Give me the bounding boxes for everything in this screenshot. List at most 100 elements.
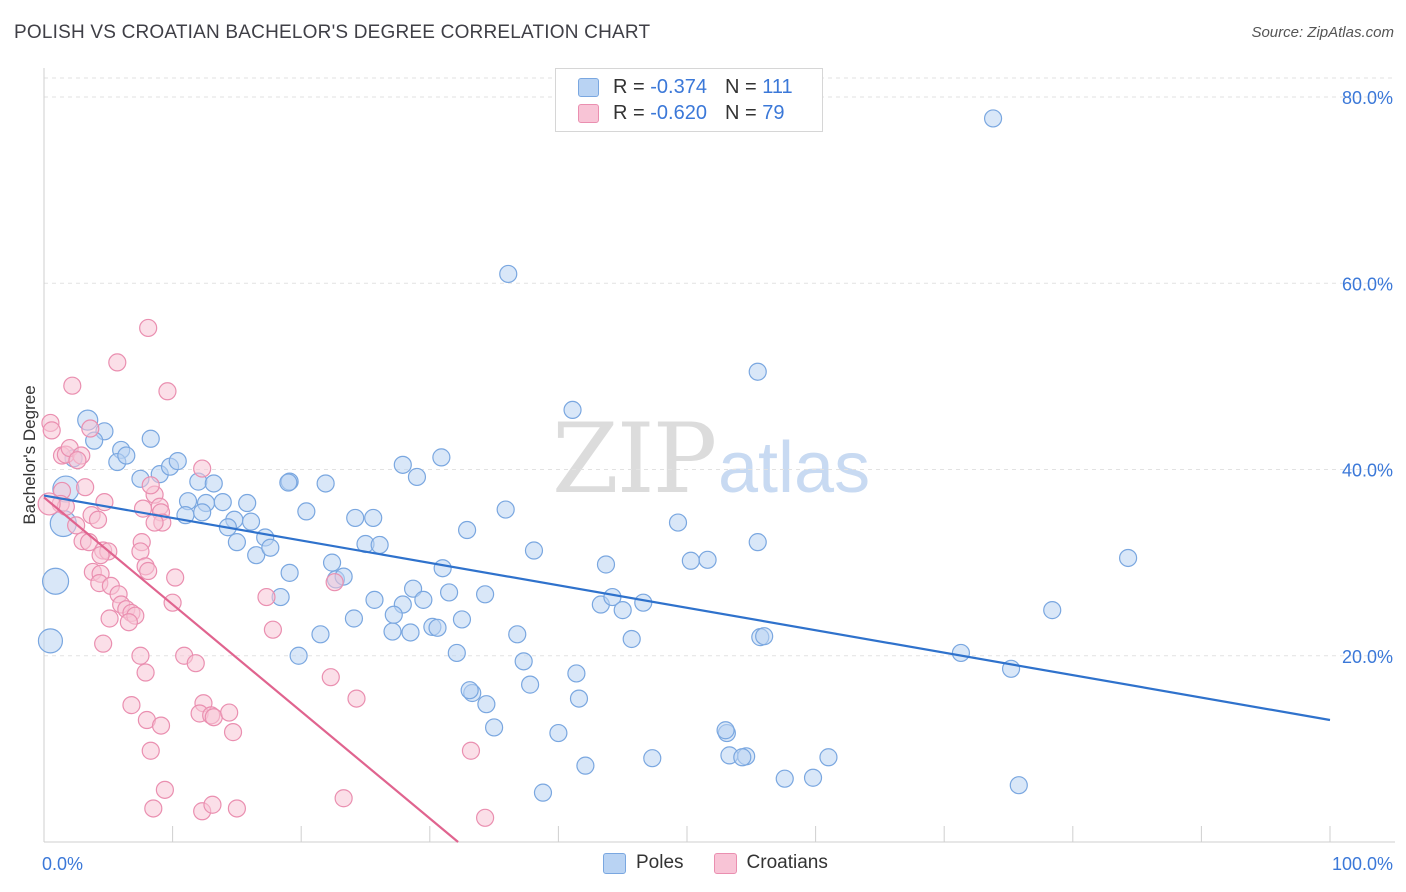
data-point-croatians (122, 696, 141, 715)
data-point-poles (247, 546, 266, 565)
data-point-croatians (193, 459, 212, 478)
data-point-poles (524, 541, 544, 560)
data-point-croatians (158, 382, 177, 401)
data-point-croatians (139, 318, 158, 338)
data-point-poles (37, 628, 64, 654)
data-point-poles (141, 429, 160, 448)
data-point-croatians (204, 708, 223, 727)
data-point-poles (1043, 601, 1062, 620)
chart-title: POLISH VS CROATIAN BACHELOR'S DEGREE COR… (14, 22, 651, 43)
data-point-croatians (155, 780, 174, 799)
data-point-poles (613, 601, 632, 620)
data-point-poles (748, 362, 767, 381)
data-point-poles (439, 583, 459, 602)
data-point-croatians (63, 376, 82, 395)
legend-swatch-poles (578, 77, 599, 97)
legend-n-label: N = (724, 101, 757, 124)
data-point-poles (733, 748, 752, 767)
legend-r-value: -0.620 (650, 101, 707, 124)
legend-row-poles: R = -0.374 N = 111 (578, 75, 793, 99)
data-point-poles (681, 551, 700, 570)
data-point-poles (289, 646, 308, 665)
data-point-poles (567, 664, 586, 683)
data-point-croatians (334, 789, 353, 808)
trend-line-poles (43, 494, 1331, 722)
data-point-croatians (141, 741, 160, 760)
data-point-poles (521, 675, 540, 694)
data-point-poles (279, 473, 298, 492)
legend-label-croatians: Croatians (746, 852, 828, 873)
data-point-poles (622, 629, 641, 649)
data-point-croatians (100, 609, 119, 628)
data-point-croatians (227, 799, 246, 818)
data-point-poles (238, 493, 257, 513)
data-point-poles (414, 590, 433, 609)
data-point-poles (261, 538, 280, 557)
data-point-croatians (347, 689, 366, 708)
data-point-poles (1118, 548, 1138, 568)
data-point-poles (485, 718, 504, 737)
data-point-poles (346, 508, 365, 528)
data-point-poles (514, 652, 533, 671)
legend-r-value: -0.374 (650, 75, 707, 98)
data-point-poles (227, 533, 246, 552)
data-point-croatians (94, 634, 113, 653)
data-point-poles (477, 695, 496, 714)
data-point-poles (401, 623, 420, 642)
y-tick-label: 60.0% (1342, 274, 1393, 294)
data-point-poles (447, 643, 466, 663)
data-point-poles (549, 723, 568, 743)
data-point-croatians (461, 741, 481, 760)
data-point-croatians (136, 663, 155, 682)
watermark-zip: ZIP (552, 403, 715, 515)
data-point-poles (983, 109, 1003, 128)
x-tick-label: 0.0% (42, 854, 83, 874)
data-point-poles (204, 474, 223, 493)
data-point-poles (365, 590, 384, 609)
data-point-poles (576, 756, 595, 775)
data-point-poles (716, 721, 735, 740)
y-axis-label: Bachelor's Degree (20, 385, 39, 525)
data-point-croatians (76, 478, 95, 497)
data-point-poles (755, 627, 774, 646)
data-point-poles (748, 533, 767, 552)
data-point-poles (403, 579, 423, 598)
data-point-poles (634, 593, 653, 612)
chart-source: Source: ZipAtlas.com (1251, 24, 1394, 41)
data-point-poles (803, 768, 823, 787)
data-point-poles (297, 502, 316, 521)
y-tick-label: 20.0% (1342, 647, 1393, 667)
data-point-poles (407, 467, 427, 487)
data-point-croatians (263, 620, 283, 639)
trend-line-croatians (43, 496, 459, 843)
data-point-poles (452, 610, 472, 629)
data-point-croatians (321, 668, 340, 687)
legend-swatch-poles (603, 852, 626, 874)
data-point-poles (569, 689, 589, 708)
data-point-croatians (325, 573, 344, 592)
data-point-poles (344, 609, 364, 628)
data-point-poles (41, 567, 70, 595)
data-point-poles (432, 448, 451, 467)
legend-swatch-croatians (578, 103, 599, 123)
data-point-poles (193, 503, 212, 522)
data-point-poles (364, 508, 383, 528)
data-point-poles (370, 535, 389, 555)
data-point-croatians (475, 808, 495, 827)
stats-legend: R = -0.374 N = 111 R = -0.620 N = 79 (555, 68, 823, 132)
legend-label-poles: Poles (636, 852, 684, 873)
data-point-croatians (151, 716, 171, 735)
series-croatians (37, 318, 495, 827)
data-point-croatians (81, 419, 100, 438)
legend-row-croatians: R = -0.620 N = 79 (578, 101, 784, 125)
data-point-croatians (223, 723, 243, 742)
data-point-poles (384, 605, 403, 624)
data-point-poles (668, 513, 688, 532)
legend-r-label: R = (613, 101, 645, 124)
x-tick-label: 100.0% (1332, 854, 1393, 874)
data-point-poles (1009, 776, 1028, 795)
data-point-poles (499, 264, 518, 284)
data-point-croatians (88, 510, 108, 529)
data-point-poles (393, 455, 412, 474)
